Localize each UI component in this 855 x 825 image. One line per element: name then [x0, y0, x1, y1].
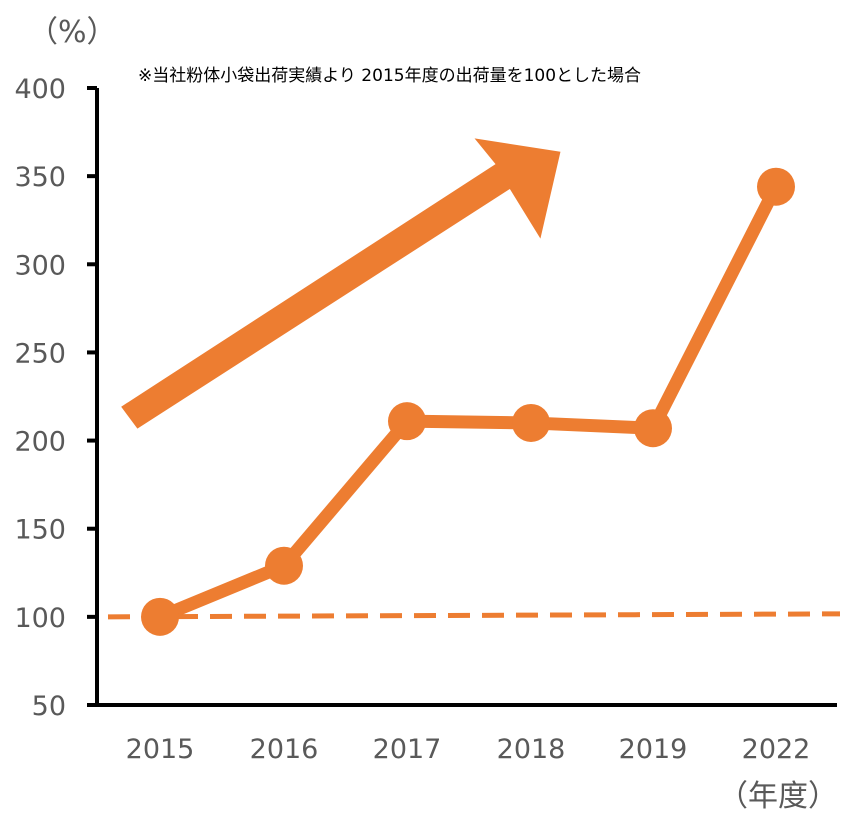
- y-tick-label: 50: [32, 691, 66, 722]
- upward-trend-arrow: [121, 138, 561, 429]
- y-tick-label: 150: [14, 515, 66, 546]
- x-axis-unit: （年度）: [718, 779, 838, 814]
- x-tick-label: 2019: [619, 734, 688, 765]
- data-point-2015: [141, 597, 179, 636]
- data-point-2017: [388, 402, 426, 441]
- baseline-100-dashed-line: [107, 611, 841, 620]
- y-tick-label: 350: [14, 162, 66, 193]
- chart-note: ※当社粉体小袋出荷実績より 2015年度の出荷量を100とした場合: [138, 66, 641, 86]
- data-point-2018: [512, 403, 550, 442]
- y-tick-label: 400: [14, 74, 66, 105]
- series-line: [157, 183, 782, 623]
- x-tick-label: 2016: [250, 734, 319, 765]
- x-tick-label: 2022: [742, 734, 811, 765]
- y-axis-unit: （%）: [28, 15, 117, 50]
- y-tick-label: 100: [14, 603, 66, 634]
- y-tick-label: 250: [14, 338, 66, 369]
- data-point-2019: [634, 409, 672, 448]
- y-tick-label: 300: [14, 250, 66, 281]
- data-point-2022: [757, 167, 795, 206]
- y-tick-label: 200: [14, 427, 66, 458]
- x-tick-label: 2015: [126, 734, 195, 765]
- x-tick-label: 2017: [373, 734, 442, 765]
- x-tick-label: 2018: [497, 734, 566, 765]
- data-point-2016: [265, 546, 303, 585]
